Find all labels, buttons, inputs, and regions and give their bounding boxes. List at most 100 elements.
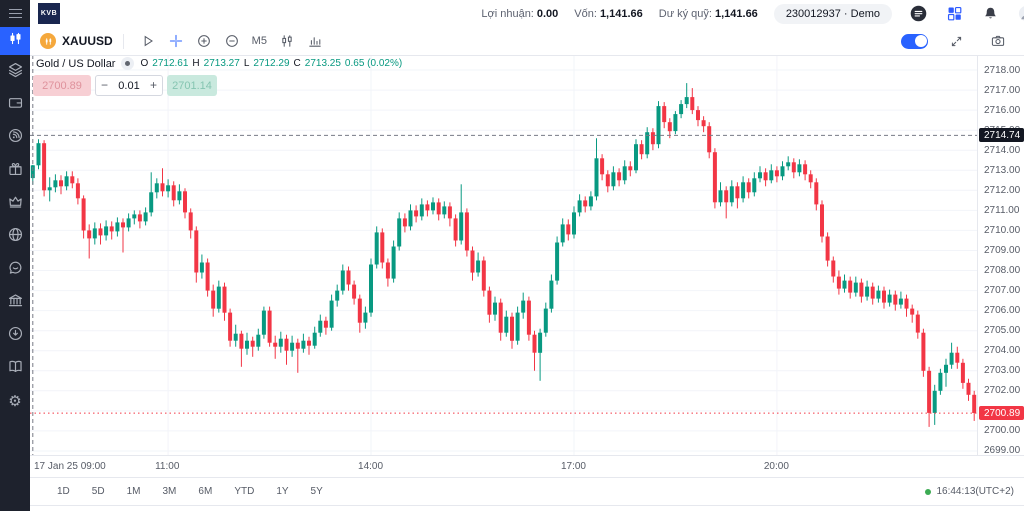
pointer-icon[interactable]	[136, 30, 160, 52]
price-tick-label: 2704.00	[984, 345, 1021, 357]
menu-circle-icon[interactable]	[908, 4, 928, 24]
server-clock[interactable]: 16:44:13(UTC+2)	[925, 486, 1014, 497]
wallet-icon	[7, 94, 24, 116]
price-tick-label: 2702.00	[984, 385, 1021, 397]
time-axis[interactable]: 17 Jan 25 09:00 11:00 14:00 17:00 20:00	[30, 455, 977, 478]
kvb-logo[interactable]: KVB	[38, 3, 60, 24]
range-ytd[interactable]: YTD	[234, 486, 255, 497]
range-1d[interactable]: 1D	[57, 486, 70, 497]
profit-metric: Lợi nhuận: 0.00	[481, 7, 559, 20]
status-dot	[925, 488, 932, 495]
divider	[122, 33, 124, 49]
volume-stepper: − 0.01 +	[95, 75, 163, 96]
price-tick-label: 2707.00	[984, 285, 1021, 297]
sidebar-item-vip[interactable]	[0, 187, 30, 220]
sidebar-item-markets[interactable]	[0, 55, 30, 88]
price-tick-label: 2712.00	[984, 184, 1021, 196]
candlestick-chart	[30, 55, 977, 455]
range-1m[interactable]: 1M	[126, 486, 141, 497]
price-tick-label: 2708.00	[984, 265, 1021, 277]
zoom-out-icon[interactable]	[220, 30, 244, 52]
range-buttons: 1D 5D 1M 3M 6M YTD 1Y 5Y	[46, 483, 334, 500]
range-6m[interactable]: 6M	[198, 486, 213, 497]
price-tick-label: 2713.00	[984, 164, 1021, 176]
camera-icon[interactable]	[986, 30, 1010, 52]
chart-legend: Gold / US Dollar O 2712.61 H 2713.27 L 2712…	[36, 57, 402, 70]
bell-icon[interactable]	[980, 4, 1000, 24]
volume-plus-button[interactable]: +	[149, 78, 157, 92]
bid-price-tag: 2700.89	[979, 406, 1024, 421]
gift-icon	[7, 160, 24, 182]
visibility-dot-icon[interactable]	[121, 57, 135, 70]
apps-grid-icon[interactable]	[944, 4, 964, 24]
time-start-label: 17 Jan 25 09:00	[34, 461, 106, 472]
bank-icon	[7, 292, 24, 314]
sidebar-item-trading[interactable]	[0, 27, 30, 55]
close-value: 2713.25	[304, 58, 341, 69]
globe-icon	[7, 226, 24, 248]
oneclick-toggle[interactable]	[901, 33, 928, 49]
price-tick-label: 2706.00	[984, 305, 1021, 317]
price-tick-label: 2709.00	[984, 244, 1021, 256]
layers-icon	[7, 61, 24, 83]
crosshair-icon[interactable]	[164, 30, 188, 52]
price-tick-label: 2700.00	[984, 425, 1021, 437]
download-icon	[7, 325, 24, 347]
sidebar-item-signals[interactable]	[0, 121, 30, 154]
symbol-selector[interactable]: XAUUSD	[40, 33, 113, 49]
book-icon	[7, 358, 24, 380]
range-1y[interactable]: 1Y	[276, 486, 289, 497]
toggle-knob	[914, 35, 927, 47]
price-tick-label: 2718.00	[984, 64, 1021, 76]
sidebar-item-wallet[interactable]	[0, 88, 30, 121]
zoom-in-icon[interactable]	[192, 30, 216, 52]
symbol-name: XAUUSD	[62, 34, 113, 48]
crosshair-price-tag: 2714.74	[979, 128, 1024, 143]
chart-plot[interactable]	[30, 55, 977, 455]
price-tick-label: 2714.00	[984, 144, 1021, 156]
volume-minus-button[interactable]: −	[100, 78, 108, 92]
sidebar-item-download[interactable]	[0, 319, 30, 352]
account-pill[interactable]: 230012937 · Demo	[773, 3, 892, 24]
range-3m[interactable]: 3M	[162, 486, 177, 497]
price-axis[interactable]: 2718.002717.002716.002715.002714.002713.…	[977, 55, 1024, 457]
bottombar: 1D 5D 1M 3M 6M YTD 1Y 5Y 16:44:13(UTC+2)	[30, 477, 1024, 506]
buy-button[interactable]: 2701.14	[167, 75, 217, 96]
volume-input[interactable]: 0.01	[118, 79, 140, 92]
price-tick-label: 2717.00	[984, 84, 1021, 96]
sidebar-item-settings[interactable]: ⚙	[0, 385, 30, 418]
sidebar-item-web[interactable]	[0, 220, 30, 253]
time-tick-label: 11:00	[155, 461, 180, 472]
time-tick-label: 14:00	[358, 461, 384, 472]
margin-metric: Dư ký quỹ: 1,141.66	[658, 7, 758, 20]
profile-icon[interactable]	[1016, 4, 1024, 24]
price-tick-label: 2703.00	[984, 365, 1021, 377]
candles-icon[interactable]	[275, 30, 299, 52]
sidebar-item-education[interactable]	[0, 352, 30, 385]
instrument-title: Gold / US Dollar	[36, 57, 116, 70]
sidebar-item-rewards[interactable]	[0, 154, 30, 187]
sidebar-item-support[interactable]	[0, 253, 30, 286]
sell-button[interactable]: 2700.89	[33, 75, 91, 96]
menu-icon[interactable]	[0, 0, 30, 27]
sidebar-item-deposit[interactable]	[0, 286, 30, 319]
price-tick-label: 2711.00	[984, 204, 1020, 216]
clock-text: 16:44:13(UTC+2)	[936, 486, 1014, 497]
indicators-icon[interactable]	[303, 30, 327, 52]
equity-metric: Vốn: 1,141.66	[574, 7, 643, 20]
chat-icon	[7, 259, 24, 281]
logo-text: KVB	[40, 10, 58, 17]
trade-panel: 2700.89 − 0.01 + 2701.14	[33, 75, 217, 96]
range-5d[interactable]: 5D	[91, 486, 105, 497]
ohlc-readout: O 2712.61 H 2713.27 L 2712.29 C 2713.25 0.65…	[140, 58, 403, 69]
open-value: 2712.61	[152, 58, 189, 69]
change-value: 0.65 (0.02%)	[344, 58, 403, 69]
range-5y[interactable]: 5Y	[310, 486, 323, 497]
fullscreen-icon[interactable]	[944, 30, 968, 52]
low-value: 2712.29	[253, 58, 290, 69]
signal-icon	[7, 127, 24, 149]
price-tick-label: 2699.00	[984, 445, 1021, 457]
timeframe-selector[interactable]: M5	[251, 35, 267, 47]
chart-toolbar: XAUUSD M5	[30, 27, 1024, 56]
